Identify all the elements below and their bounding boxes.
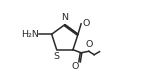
- Text: N: N: [61, 13, 68, 22]
- Text: S: S: [53, 52, 59, 61]
- Text: H₂N: H₂N: [21, 30, 39, 39]
- Text: O: O: [85, 40, 92, 49]
- Text: O: O: [82, 19, 90, 28]
- Text: O: O: [71, 62, 78, 71]
